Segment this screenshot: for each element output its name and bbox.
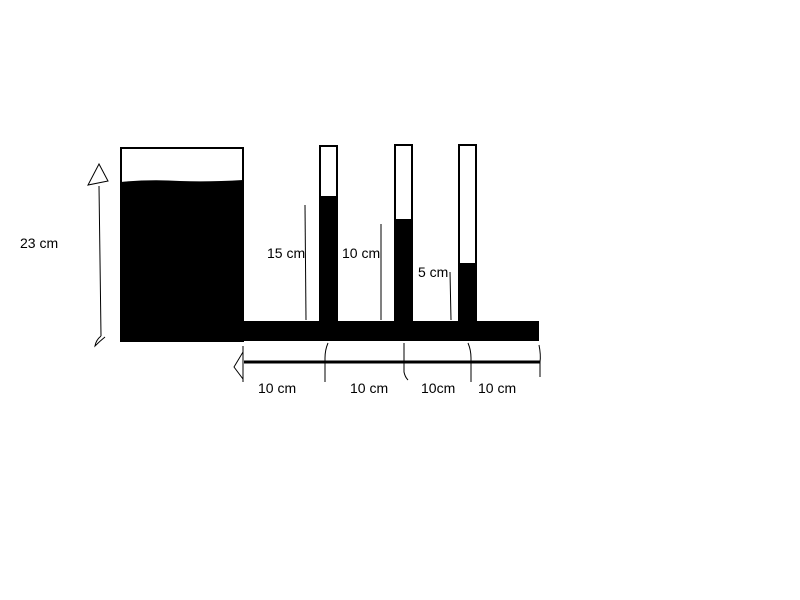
base-pipe — [243, 321, 539, 341]
dimension-tick-1 — [324, 342, 329, 382]
tube-3-height-line — [449, 271, 452, 321]
spacing-label-1: 10 cm — [258, 380, 296, 396]
tank-height-arrowhead — [87, 162, 109, 186]
tank-height-arrow-foot — [94, 335, 106, 348]
spacing-label-4: 10 cm — [478, 380, 516, 396]
tube-2-height-label: 10 cm — [342, 245, 380, 261]
dimension-tick-2 — [403, 343, 409, 381]
tank-fluid — [121, 180, 243, 341]
spacing-label-2: 10 cm — [350, 380, 388, 396]
tube-2-fluid — [395, 219, 412, 322]
tube-1-height-line — [304, 204, 307, 321]
dimension-tick-4 — [538, 344, 541, 377]
spacing-label-3: 10cm — [421, 380, 455, 396]
tank-height-arrow — [98, 185, 102, 337]
dimension-tick-3 — [467, 342, 472, 382]
dimension-arrowhead — [233, 350, 244, 381]
tube-1-fluid — [320, 196, 337, 322]
tube-3-fluid — [459, 263, 476, 322]
tube-1-height-label: 15 cm — [267, 245, 305, 261]
tube-3-height-label: 5 cm — [418, 264, 448, 280]
tank-height-label: 23 cm — [20, 235, 58, 251]
